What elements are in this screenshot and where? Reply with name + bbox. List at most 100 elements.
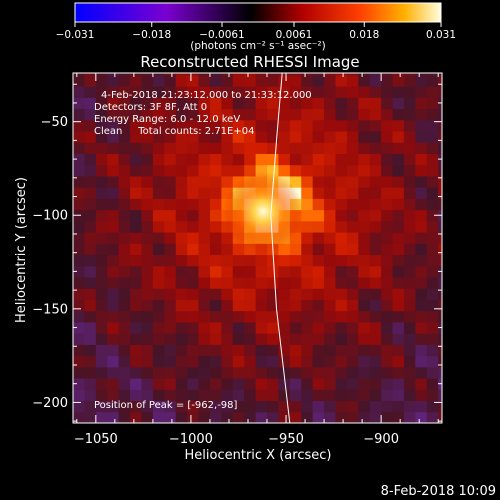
image-pixel (289, 378, 302, 390)
image-pixel (73, 142, 85, 154)
image-pixel (403, 209, 416, 222)
image-pixel (324, 310, 336, 323)
image-pixel (415, 355, 428, 368)
image-pixel (141, 366, 154, 379)
image-pixel (95, 400, 108, 413)
image-pixel (187, 164, 200, 177)
image-pixel (198, 164, 211, 177)
image-pixel (267, 119, 279, 132)
image-pixel (301, 142, 314, 154)
image-pixel (255, 366, 268, 379)
image-pixel (255, 333, 268, 345)
image-pixel (175, 389, 188, 402)
image-pixel (95, 187, 108, 199)
image-pixel (141, 288, 154, 300)
image-pixel (324, 288, 336, 300)
image-pixel (244, 355, 257, 368)
image-pixel (289, 400, 302, 413)
image-pixel (221, 243, 234, 256)
image-pixel (358, 288, 371, 300)
image-pixel (381, 220, 394, 233)
image-pixel (346, 321, 359, 334)
image-pixel (73, 254, 85, 267)
image-pixel (84, 265, 97, 278)
image-pixel (438, 108, 442, 121)
image-pixel (426, 389, 439, 402)
image-pixel (381, 86, 394, 98)
image-pixel (369, 74, 382, 87)
image-pixel (198, 344, 211, 357)
image-pixel (221, 310, 234, 323)
colorbar-tick-label: 0.031 (426, 29, 456, 41)
image-pixel (187, 321, 200, 334)
image-pixel (255, 119, 268, 132)
image-pixel (141, 265, 154, 278)
image-pixel (118, 344, 131, 357)
image-pixel (95, 74, 108, 87)
image-pixel (415, 86, 428, 98)
image-pixel (426, 299, 439, 312)
image-pixel (438, 366, 442, 379)
image-pixel (392, 175, 405, 188)
image-pixel (221, 86, 234, 98)
image-pixel (369, 153, 382, 166)
image-pixel (164, 142, 177, 154)
image-pixel (164, 288, 177, 300)
image-pixel (392, 344, 405, 357)
image-pixel (392, 288, 405, 300)
image-pixel (84, 321, 97, 334)
image-pixel (84, 74, 97, 87)
image-pixel (381, 344, 394, 357)
image-pixel (175, 198, 188, 211)
image-pixel (312, 74, 325, 87)
image-pixel (118, 164, 131, 177)
image-pixel (301, 175, 314, 188)
image-pixel (369, 254, 382, 267)
image-pixel (358, 73, 371, 76)
image-pixel (221, 232, 234, 244)
image-pixel (289, 164, 302, 177)
image-pixel (403, 288, 416, 300)
image-pixel (438, 243, 442, 256)
image-pixel (164, 198, 177, 211)
image-pixel (324, 232, 336, 244)
image-pixel (73, 86, 85, 98)
image-pixel (335, 97, 348, 110)
image-pixel (118, 310, 131, 323)
image-pixel (73, 310, 85, 323)
image-pixel (73, 198, 85, 211)
image-pixel (130, 355, 142, 368)
image-pixel (164, 366, 177, 379)
image-pixel (209, 400, 222, 413)
image-pixel (255, 142, 268, 154)
image-pixel (426, 333, 439, 345)
image-pixel (73, 378, 85, 390)
image-pixel (392, 333, 405, 345)
image-pixel (141, 411, 154, 423)
image-pixel (141, 400, 154, 413)
image-pixel (415, 187, 428, 199)
image-pixel (152, 243, 165, 256)
image-pixel (130, 220, 142, 233)
image-pixel (152, 175, 165, 188)
image-pixel (267, 142, 279, 154)
image-pixel (209, 378, 222, 390)
image-pixel (107, 265, 120, 278)
image-pixel (175, 265, 188, 278)
image-pixel (130, 131, 142, 143)
image-pixel (358, 333, 371, 345)
image-pixel (346, 411, 359, 423)
image-pixel (209, 310, 222, 323)
image-pixel (130, 86, 142, 98)
image-pixel (118, 333, 131, 345)
image-pixel (164, 355, 177, 368)
image-pixel (415, 198, 428, 211)
image-pixel (73, 344, 85, 357)
image-pixel (255, 378, 268, 390)
image-pixel (187, 232, 200, 244)
image-pixel (198, 277, 211, 289)
image-pixel (301, 400, 314, 413)
image-pixel (392, 187, 405, 199)
image-pixel (301, 411, 314, 423)
image-pixel (381, 299, 394, 312)
